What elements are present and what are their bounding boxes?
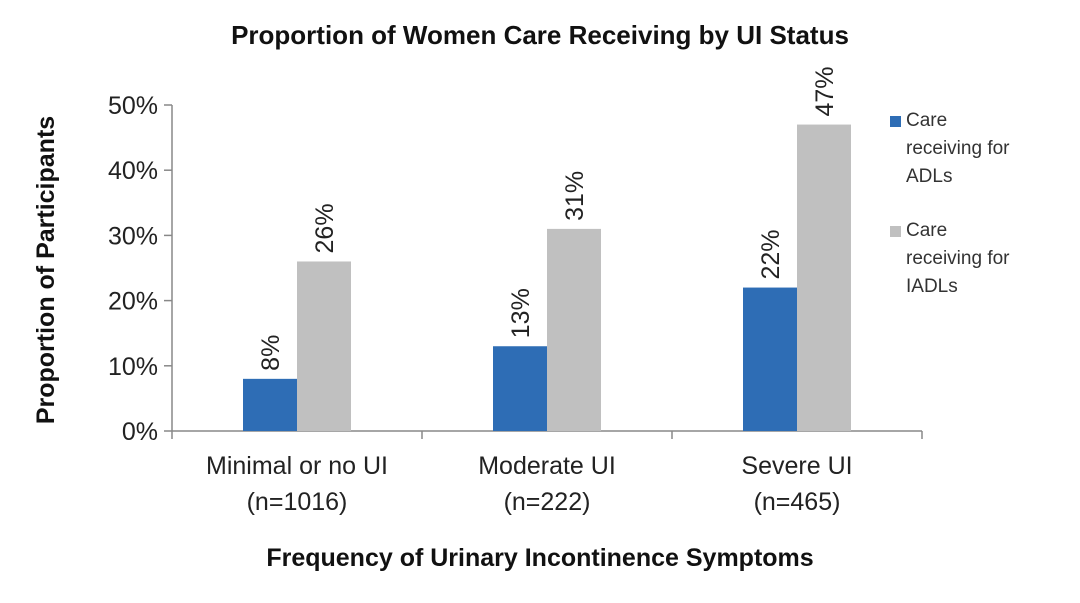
y-tick-label: 20% xyxy=(108,288,158,316)
legend-label: IADLs xyxy=(906,276,958,297)
y-tick-label: 0% xyxy=(122,418,158,446)
y-tick-label: 50% xyxy=(108,92,158,120)
y-tick-label: 10% xyxy=(108,353,158,381)
x-category-label: (n=1016) xyxy=(247,488,348,516)
x-axis-title: Frequency of Urinary Incontinence Sympto… xyxy=(266,544,813,572)
legend-label: receiving for xyxy=(906,248,1010,269)
bar-adl xyxy=(743,287,797,431)
data-label: 47% xyxy=(811,67,839,117)
bar-adl xyxy=(493,346,547,431)
data-label: 13% xyxy=(507,288,535,338)
legend-label: Care xyxy=(906,220,947,241)
data-label: 22% xyxy=(757,230,785,280)
y-tick-label: 40% xyxy=(108,157,158,185)
legend-label: Care xyxy=(906,110,947,131)
bar-adl xyxy=(243,378,297,431)
x-category-label: (n=465) xyxy=(754,488,841,516)
data-label: 31% xyxy=(561,171,589,221)
bar-iadl xyxy=(297,261,351,431)
x-category-label: Minimal or no UI xyxy=(206,452,388,480)
x-category-label: Severe UI xyxy=(741,452,852,480)
bar-iadl xyxy=(547,228,601,431)
legend-label: receiving for xyxy=(906,138,1010,159)
chart-title: Proportion of Women Care Receiving by UI… xyxy=(231,20,849,50)
data-label: 26% xyxy=(311,203,339,253)
x-category-label: Moderate UI xyxy=(478,452,616,480)
bar-iadl xyxy=(797,124,851,431)
x-category-label: (n=222) xyxy=(504,488,591,516)
legend-label: ADLs xyxy=(906,166,952,187)
legend-swatch xyxy=(890,226,901,237)
y-tick-label: 30% xyxy=(108,222,158,250)
legend-swatch xyxy=(890,116,901,127)
data-label: 8% xyxy=(257,335,285,371)
y-axis-title: Proportion of Participants xyxy=(32,116,60,424)
